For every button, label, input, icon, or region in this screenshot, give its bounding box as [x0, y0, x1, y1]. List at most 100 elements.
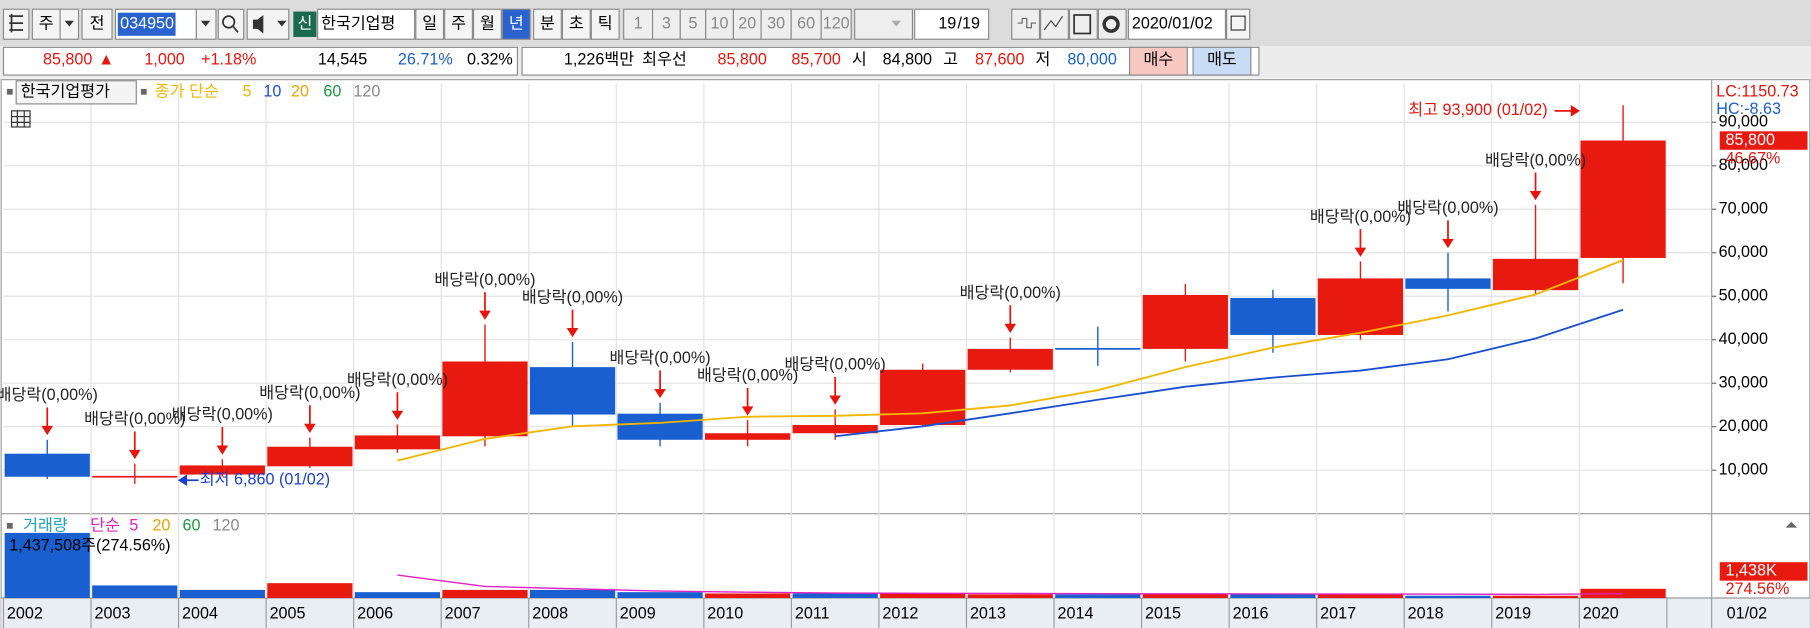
- menu-icon[interactable]: [2, 8, 30, 40]
- tool-icon[interactable]: [1011, 8, 1041, 40]
- current-price-box: [1719, 131, 1808, 150]
- volume-bar: [1317, 594, 1404, 598]
- legend-name-box[interactable]: [15, 80, 137, 105]
- event-arrow-head: [479, 310, 491, 320]
- x-tick-label: 2005: [270, 604, 306, 622]
- x-tick-label: 2013: [970, 604, 1006, 622]
- tool-glyph: [1017, 17, 1037, 29]
- minute-label: 120: [823, 15, 850, 33]
- minute-button[interactable]: [623, 8, 654, 40]
- interval-button[interactable]: [444, 8, 473, 40]
- date-field[interactable]: [1127, 8, 1227, 40]
- x-tick-label: 2015: [1145, 604, 1181, 622]
- ma-legend-period: 60: [323, 83, 341, 101]
- candle-body: [442, 361, 528, 437]
- buy-label: 매수: [1144, 50, 1174, 68]
- x-tick-label: 2017: [1320, 604, 1356, 622]
- y-tick-label: 30,000: [1719, 373, 1768, 391]
- candle-body: [529, 367, 616, 415]
- ma-legend-label: 종가 단순: [155, 83, 219, 101]
- buy-button[interactable]: [1128, 46, 1188, 76]
- name-field: [317, 8, 416, 40]
- chart-frame: [0, 79, 1811, 628]
- minute-button[interactable]: [705, 8, 734, 40]
- unit-dropdown[interactable]: [854, 8, 914, 40]
- event-arrow-head: [1529, 191, 1542, 201]
- interval-button[interactable]: [472, 8, 502, 40]
- event-arrow-head: [1354, 247, 1367, 257]
- page-field: [914, 8, 990, 40]
- interval-button[interactable]: [415, 8, 445, 40]
- minute-button[interactable]: [790, 8, 822, 40]
- candle-body: [1142, 294, 1228, 349]
- event-label: 배당락(0,00%): [1397, 199, 1498, 217]
- minute-button[interactable]: [820, 8, 852, 40]
- y-tick-label: 10,000: [1719, 460, 1768, 478]
- volume-bar: [1580, 588, 1666, 598]
- page-number: 19: [938, 15, 956, 33]
- minute-button[interactable]: [679, 8, 707, 40]
- dropdown-arrow: [891, 20, 901, 27]
- x-tick-label: 2006: [357, 604, 393, 622]
- event-arrow-head: [1442, 238, 1454, 249]
- table-icon: [10, 110, 31, 128]
- calendar-button[interactable]: [1226, 8, 1251, 40]
- candle-body: [4, 453, 90, 477]
- ma-legend-period: 120: [353, 83, 380, 101]
- candle-body: [792, 424, 878, 434]
- event-label: 배당락(0,00%): [785, 356, 886, 374]
- quote-value: 85,800: [717, 50, 766, 68]
- event-arrow-head: [304, 423, 316, 433]
- minute-label: 60: [797, 15, 815, 33]
- quote-value: 26.71%: [398, 50, 453, 68]
- low-marker-label: 최저 6,860 (01/02): [200, 471, 330, 489]
- volume-ma-line: [397, 574, 1624, 596]
- minute-button[interactable]: [760, 8, 792, 40]
- search-button[interactable]: [217, 8, 245, 40]
- y-tick-label: 50,000: [1719, 287, 1768, 305]
- minute-label: 3: [662, 15, 671, 33]
- prev-button[interactable]: [81, 8, 113, 40]
- event-arrow-head: [654, 388, 666, 399]
- event-label: 배당락(0,00%): [1310, 208, 1411, 226]
- candle-body: [1230, 297, 1316, 335]
- quote-value: 14,545: [318, 50, 367, 68]
- high-marker-arrow-head: [1570, 105, 1581, 117]
- event-label: 배당락(0,00%): [259, 384, 360, 402]
- candle-body: [1492, 258, 1579, 291]
- volume-axis-label: 1,438K: [1726, 562, 1777, 580]
- volume-axis-box: [1719, 562, 1808, 581]
- interval-label: 틱: [598, 15, 613, 33]
- minute-button[interactable]: [651, 8, 681, 40]
- event-label: 배당락(0,00%): [84, 410, 185, 428]
- settings-glyph: [1102, 15, 1120, 33]
- interval-button[interactable]: [501, 8, 531, 40]
- volume-axis-marker: [1785, 521, 1798, 528]
- quote-value: 1,226백만: [564, 50, 634, 68]
- interval-button[interactable]: [561, 8, 591, 40]
- event-arrow-head: [829, 395, 841, 405]
- code-text: 034950: [120, 15, 174, 33]
- volume-ma-legend-label: 단순: [90, 517, 120, 535]
- volume-ma-legend-period: 60: [182, 517, 200, 535]
- volume-axis-pct: 274.56%: [1726, 580, 1790, 598]
- minute-label: 5: [688, 15, 697, 33]
- moving-average-line: [397, 259, 1624, 462]
- interval-button[interactable]: [533, 8, 562, 40]
- save-glyph: [1073, 14, 1092, 35]
- candle-body: [617, 413, 703, 440]
- event-arrow-head: [41, 425, 54, 436]
- event-label: 배당락(0,00%): [609, 349, 710, 367]
- candle-body: [1580, 140, 1666, 258]
- volume-bar: [529, 589, 616, 598]
- x-tick-label: 2011: [795, 604, 830, 622]
- x-tick-label: 2016: [1233, 604, 1269, 622]
- volume-bar: [880, 593, 966, 598]
- sound-glyph: [252, 15, 264, 34]
- candle-body: [179, 465, 265, 475]
- x-end-label: 01/02: [1727, 604, 1767, 622]
- sell-button[interactable]: [1192, 46, 1252, 76]
- interval-button[interactable]: [590, 8, 620, 40]
